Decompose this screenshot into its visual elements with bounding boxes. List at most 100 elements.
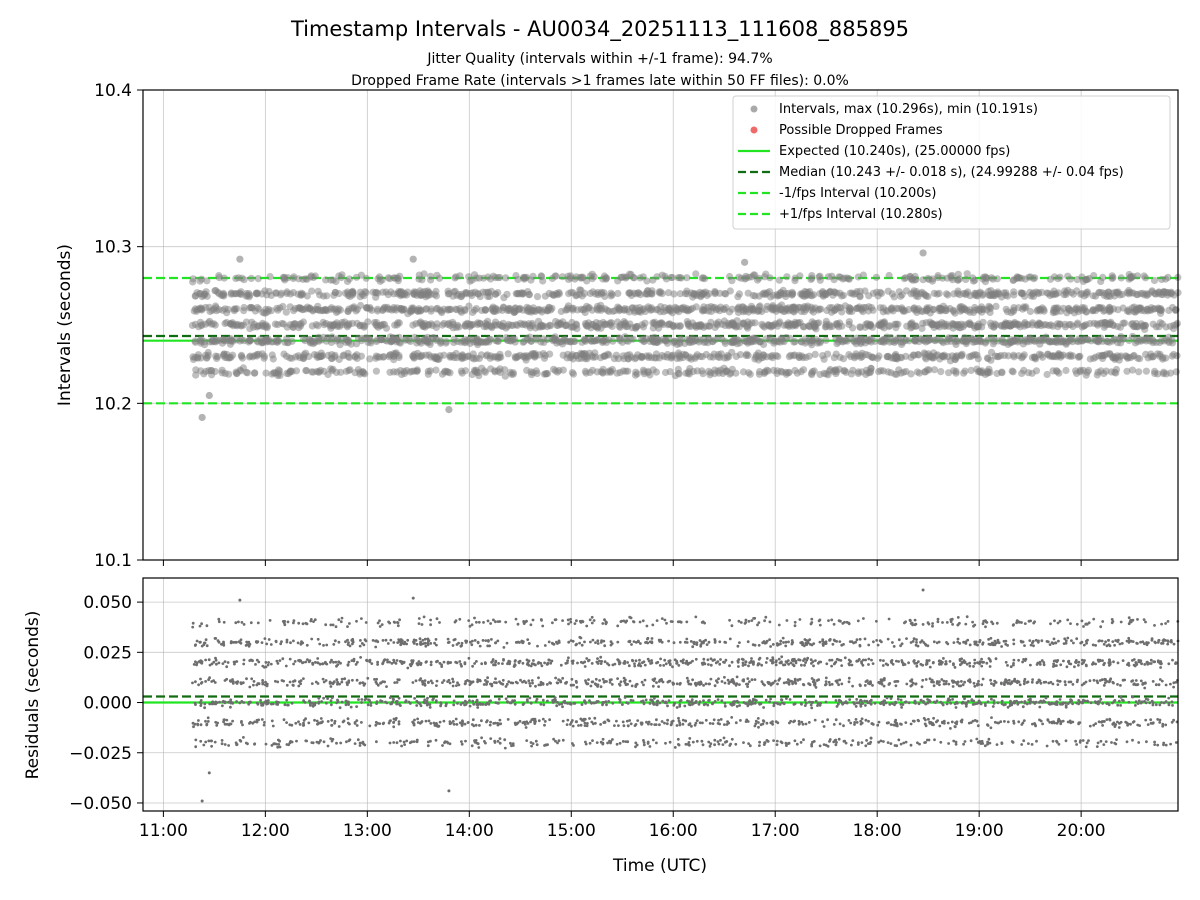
residual-point bbox=[810, 662, 813, 665]
interval-point bbox=[1078, 337, 1086, 345]
residual-point bbox=[468, 624, 472, 628]
residual-point bbox=[1169, 682, 1172, 686]
residual-point bbox=[484, 703, 488, 706]
residual-point bbox=[1104, 640, 1107, 644]
residual-point bbox=[1064, 683, 1067, 687]
interval-point bbox=[1114, 339, 1122, 347]
residual-point bbox=[904, 620, 907, 624]
interval-point bbox=[1056, 334, 1064, 342]
interval-point bbox=[759, 322, 767, 330]
residual-point bbox=[583, 660, 587, 664]
residual-point bbox=[335, 741, 338, 745]
interval-point bbox=[700, 306, 708, 314]
interval-point bbox=[197, 339, 205, 347]
residual-point bbox=[194, 738, 198, 742]
residual-point bbox=[728, 618, 731, 622]
interval-point bbox=[1007, 309, 1015, 317]
residual-point bbox=[227, 744, 231, 747]
residual-point bbox=[1116, 638, 1120, 642]
residual-point bbox=[617, 724, 620, 727]
residual-point bbox=[678, 682, 682, 686]
interval-point bbox=[1117, 274, 1125, 282]
residual-point bbox=[304, 621, 308, 625]
residual-point bbox=[1012, 623, 1015, 627]
interval-point bbox=[1132, 336, 1140, 344]
residual-point bbox=[285, 721, 288, 724]
residual-point bbox=[448, 681, 452, 685]
interval-point bbox=[490, 307, 498, 315]
interval-point bbox=[316, 366, 325, 374]
residual-point bbox=[486, 676, 489, 680]
interval-point bbox=[253, 350, 261, 359]
residual-point bbox=[339, 741, 343, 745]
residual-point bbox=[585, 624, 589, 628]
interval-point bbox=[219, 306, 227, 314]
interval-point bbox=[1054, 275, 1062, 283]
interval-point bbox=[951, 338, 959, 346]
interval-point bbox=[998, 369, 1006, 377]
interval-point bbox=[859, 271, 868, 279]
interval-point bbox=[744, 308, 753, 316]
interval-point bbox=[742, 322, 751, 330]
interval-point bbox=[1096, 319, 1104, 328]
residual-point bbox=[484, 741, 487, 745]
residual-point bbox=[765, 657, 769, 660]
interval-point bbox=[692, 303, 700, 311]
interval-point bbox=[565, 290, 573, 298]
interval-point bbox=[699, 370, 707, 378]
interval-point bbox=[614, 289, 622, 298]
interval-point bbox=[551, 367, 560, 375]
interval-point bbox=[433, 271, 441, 279]
residual-point bbox=[881, 664, 885, 667]
interval-point bbox=[513, 290, 521, 298]
intervals-legend: Intervals, max (10.296s), min (10.191s) … bbox=[732, 95, 1171, 230]
residual-point bbox=[738, 704, 741, 707]
residual-point bbox=[899, 703, 903, 706]
interval-point bbox=[767, 293, 775, 301]
interval-point bbox=[632, 324, 640, 332]
residual-point bbox=[658, 664, 662, 667]
interval-point bbox=[783, 273, 791, 281]
interval-point bbox=[772, 352, 780, 360]
interval-point bbox=[290, 273, 298, 281]
interval-point bbox=[1013, 274, 1021, 282]
residual-point bbox=[1094, 644, 1097, 647]
intervals-ytick-label: 10.4 bbox=[94, 81, 132, 101]
interval-point bbox=[308, 287, 316, 295]
interval-point bbox=[828, 308, 836, 316]
interval-point bbox=[614, 277, 622, 285]
residual-point bbox=[1164, 743, 1168, 747]
chart-subtitle-dropped: Dropped Frame Rate (intervals >1 frames … bbox=[351, 73, 849, 89]
interval-point bbox=[469, 336, 477, 344]
residual-point bbox=[838, 678, 842, 682]
interval-point bbox=[559, 366, 567, 374]
residual-point bbox=[995, 743, 999, 746]
residual-point bbox=[242, 736, 245, 739]
interval-point bbox=[1073, 369, 1081, 377]
residual-point bbox=[676, 737, 680, 741]
interval-point bbox=[801, 335, 809, 343]
residual-point bbox=[1092, 617, 1096, 621]
interval-point bbox=[1009, 368, 1017, 376]
residual-point bbox=[655, 741, 658, 745]
residual-point bbox=[1172, 685, 1175, 689]
residual-point bbox=[980, 657, 983, 661]
legend-marker-dropped-frames bbox=[750, 126, 758, 134]
interval-point bbox=[601, 352, 609, 360]
interval-point bbox=[632, 290, 640, 298]
residual-point bbox=[524, 726, 528, 729]
interval-point bbox=[1151, 305, 1159, 313]
interval-point bbox=[1045, 321, 1053, 330]
interval-point bbox=[599, 369, 607, 377]
residual-point bbox=[932, 661, 935, 664]
interval-point bbox=[292, 367, 301, 375]
residual-point bbox=[318, 642, 322, 646]
residual-point bbox=[451, 680, 455, 684]
residual-point bbox=[864, 718, 868, 722]
residual-point bbox=[1085, 641, 1088, 645]
interval-point bbox=[444, 290, 452, 298]
residual-point bbox=[427, 719, 431, 723]
interval-point bbox=[541, 306, 549, 314]
residual-point bbox=[865, 739, 868, 742]
residual-point bbox=[812, 642, 816, 645]
